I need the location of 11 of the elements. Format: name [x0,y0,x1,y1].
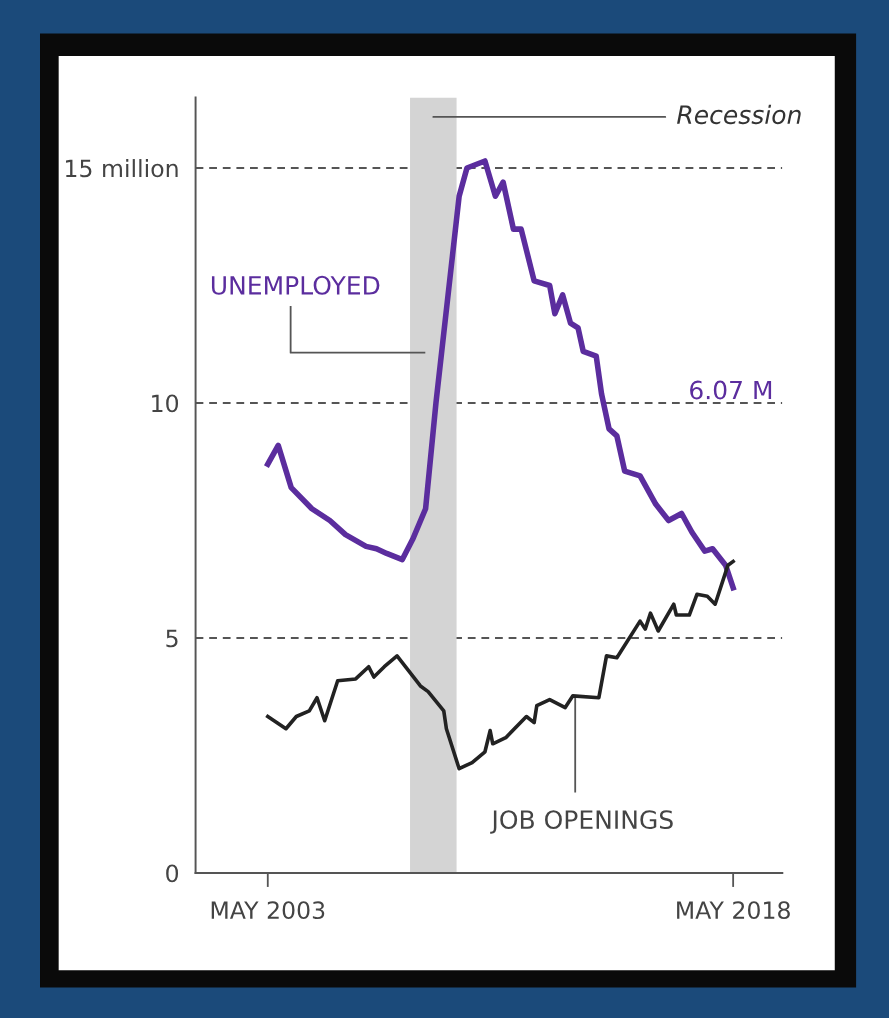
y-tick-label: 0 [166,864,179,883]
x-tick-label: MAY 2003 [211,901,325,920]
text: JOB OPENINGS [490,810,673,834]
line-series [265,559,735,771]
y-tick-label: 10 [152,394,179,413]
y-tick-label: 15 million [66,159,178,178]
x-tick-label: MAY 2018 [677,901,790,920]
annotation: 6.07 M [690,380,772,400]
band-label: Recession [677,104,801,125]
y-tick-label: 5 [166,629,178,648]
text: UNEMPLOYED [211,275,380,295]
